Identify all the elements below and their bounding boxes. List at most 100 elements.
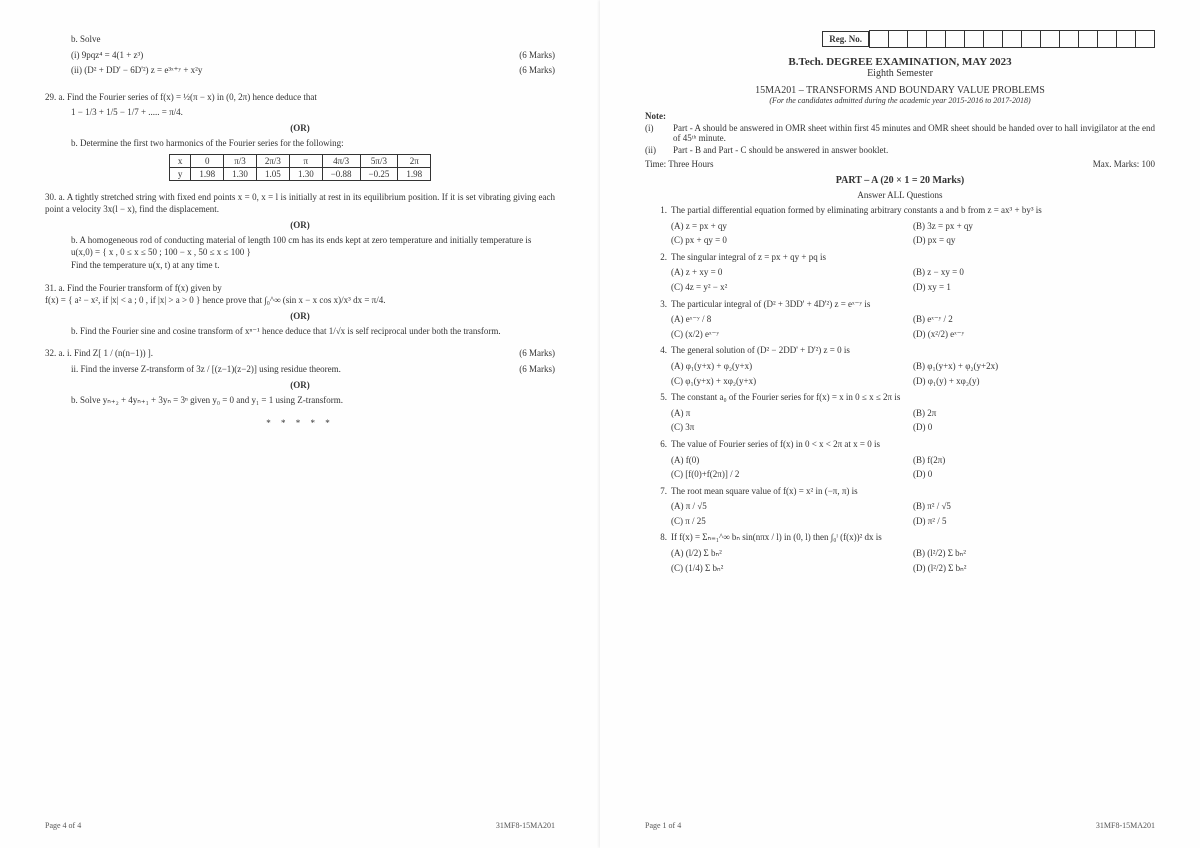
reg-cell[interactable] — [1022, 30, 1041, 48]
option: (D) 0 — [913, 420, 1155, 435]
q30b-piece: u(x,0) = { x , 0 ≤ x ≤ 50 ; 100 − x , 50… — [71, 247, 251, 257]
or-1: (OR) — [45, 123, 555, 133]
reg-cell[interactable] — [1003, 30, 1022, 48]
q29a-series: 1 − 1/3 + 1/5 − 1/7 + ..... = π/4. — [71, 106, 555, 119]
cell: 0 — [191, 154, 224, 167]
option: (C) (x/2) eˣ⁻ʸ — [671, 327, 913, 342]
semester: Eighth Semester — [645, 68, 1155, 79]
options: (A) z = px + qy(B) 3z = px + qy(C) px + … — [671, 219, 1155, 248]
option: (A) (l/2) Σ bₙ² — [671, 546, 913, 561]
option: (C) px + qy = 0 — [671, 233, 913, 248]
table-row: y 1.98 1.30 1.05 1.30 −0.88 −0.25 1.98 — [169, 167, 430, 180]
option: (B) φ₁(y+x) + φ₂(y+2x) — [913, 359, 1155, 374]
reg-cell[interactable] — [869, 30, 889, 48]
question-text: The general solution of (D² − 2DD' + D'²… — [671, 344, 1155, 357]
q-b-i: (i) 9pqz⁴ = 4(1 + z³) — [71, 50, 143, 60]
option: (D) xy = 1 — [913, 280, 1155, 295]
marks-6-1: (6 Marks) — [519, 49, 555, 62]
q-b-ii: (ii) (D² + DD' − 6D'²) z = e³ˣ⁺ʸ + x²y — [71, 65, 202, 75]
question-text: The particular integral of (D² + 3DD' + … — [671, 298, 1155, 311]
reg-cell[interactable] — [946, 30, 965, 48]
options: (A) φ₁(y+x) + φ₂(y+x)(B) φ₁(y+x) + φ₂(y+… — [671, 359, 1155, 388]
question: 2.The singular integral of z = px + qy +… — [645, 251, 1155, 295]
option: (A) z = px + qy — [671, 219, 913, 234]
cell: −0.88 — [322, 167, 360, 180]
reg-cell[interactable] — [1098, 30, 1117, 48]
question-num: 8. — [645, 531, 671, 575]
cell: 2π/3 — [256, 154, 289, 167]
note-row: (ii) Part - B and Part - C should be ans… — [645, 145, 1155, 155]
q29a-text: 29. a. Find the Fourier series of f(x) =… — [45, 91, 555, 104]
q-b-solve: b. Solve — [45, 33, 555, 46]
note-text: Part - B and Part - C should be answered… — [673, 145, 888, 155]
question-num: 2. — [645, 251, 671, 295]
option: (A) π — [671, 406, 913, 421]
table-row: x 0 π/3 2π/3 π 4π/3 5π/3 2π — [169, 154, 430, 167]
q32aii: ii. Find the inverse Z-transform of 3z /… — [45, 363, 555, 376]
cell: 2π — [398, 154, 431, 167]
question: 8.If f(x) = Σₙ₌₁^∞ bₙ sin(nπx / l) in (0… — [645, 531, 1155, 575]
reg-cell[interactable] — [1117, 30, 1136, 48]
option: (C) 3π — [671, 420, 913, 435]
marks-6-4: (6 Marks) — [519, 363, 555, 376]
question-body: If f(x) = Σₙ₌₁^∞ bₙ sin(nπx / l) in (0, … — [671, 531, 1155, 575]
course-for: (For the candidates admitted during the … — [645, 96, 1155, 105]
cell: 1.30 — [289, 167, 322, 180]
cell: x — [169, 154, 191, 167]
options: (A) eˣ⁻ʸ / 8(B) eˣ⁻ʸ / 2(C) (x/2) eˣ⁻ʸ(D… — [671, 312, 1155, 341]
q29a-series-row: 1 − 1/3 + 1/5 − 1/7 + ..... = π/4. — [45, 106, 555, 119]
footer-right: Page 1 of 4 31MF8-15MA201 — [645, 821, 1155, 830]
q31a-text: 31. a. Find the Fourier transform of f(x… — [45, 283, 222, 293]
option: (D) (x²/2) eˣ⁻ʸ — [913, 327, 1155, 342]
option: (B) z − xy = 0 — [913, 265, 1155, 280]
question: 7.The root mean square value of f(x) = x… — [645, 485, 1155, 529]
reg-cell[interactable] — [1060, 30, 1079, 48]
options: (A) π / √5(B) π² / √5(C) π / 25(D) π² / … — [671, 499, 1155, 528]
reg-cell[interactable] — [1136, 30, 1155, 48]
question-text: The singular integral of z = px + qy + p… — [671, 251, 1155, 264]
question-num: 7. — [645, 485, 671, 529]
q31a-piece: f(x) = { a² − x², if |x| < a ; 0 , if |x… — [45, 295, 385, 305]
q29a: 29. a. Find the Fourier series of f(x) =… — [45, 91, 555, 104]
harmonics-table: x 0 π/3 2π/3 π 4π/3 5π/3 2π y 1.98 1.30 … — [169, 154, 431, 181]
q32ai-text: 32. a. i. Find Z[ 1 / (n(n−1)) ]. — [45, 348, 153, 358]
option: (B) 3z = px + qy — [913, 219, 1155, 234]
reg-cell[interactable] — [1079, 30, 1098, 48]
note-label: Note: — [645, 111, 1155, 121]
option: (B) π² / √5 — [913, 499, 1155, 514]
q-b-label: b. Solve — [71, 33, 555, 46]
option: (B) 2π — [913, 406, 1155, 421]
option: (A) f(0) — [671, 453, 913, 468]
cell: π/3 — [224, 154, 257, 167]
answer-all: Answer ALL Questions — [645, 190, 1155, 200]
option: (D) φ₁(y) + xφ₂(y) — [913, 374, 1155, 389]
q31b: b. Find the Fourier sine and cosine tran… — [45, 325, 555, 338]
option: (A) eˣ⁻ʸ / 8 — [671, 312, 913, 327]
course-code: 15MA201 – TRANSFORMS AND BOUNDARY VALUE … — [645, 85, 1155, 96]
reg-cell[interactable] — [984, 30, 1003, 48]
q30b-text: b. A homogeneous rod of conducting mater… — [71, 235, 531, 245]
question-text: The value of Fourier series of f(x) in 0… — [671, 438, 1155, 451]
reg-cell[interactable] — [908, 30, 927, 48]
question-body: The value of Fourier series of f(x) in 0… — [671, 438, 1155, 482]
q32ai: 32. a. i. Find Z[ 1 / (n(n−1)) ]. (6 Mar… — [45, 347, 555, 360]
option: (C) π / 25 — [671, 514, 913, 529]
question-text: The constant a₀ of the Fourier series fo… — [671, 391, 1155, 404]
question-num: 1. — [645, 204, 671, 248]
option: (B) (l²/2) Σ bₙ² — [913, 546, 1155, 561]
option: (A) φ₁(y+x) + φ₂(y+x) — [671, 359, 913, 374]
reg-cell[interactable] — [1041, 30, 1060, 48]
cell: 5π/3 — [360, 154, 398, 167]
cell: 1.30 — [224, 167, 257, 180]
option: (D) (l²/2) Σ bₙ² — [913, 561, 1155, 576]
question-num: 6. — [645, 438, 671, 482]
option: (A) z + xy = 0 — [671, 265, 913, 280]
or-2: (OR) — [45, 220, 555, 230]
reg-cell[interactable] — [927, 30, 946, 48]
reg-cell[interactable] — [965, 30, 984, 48]
or-4: (OR) — [45, 380, 555, 390]
reg-cell[interactable] — [889, 30, 908, 48]
reg-no-box: Reg. No. — [645, 30, 1155, 48]
degree-title: B.Tech. DEGREE EXAMINATION, MAY 2023 — [645, 56, 1155, 68]
q29b-text: b. Determine the first two harmonics of … — [71, 137, 555, 150]
